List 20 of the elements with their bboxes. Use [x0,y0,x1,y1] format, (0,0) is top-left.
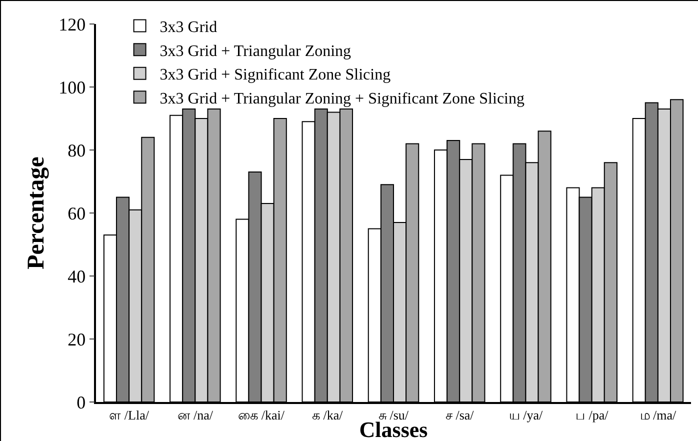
y-tick-label: 60 [68,203,86,224]
x-tick-label: ப /pa/ [575,407,609,422]
y-tick-label: 40 [68,266,86,286]
y-tick-label: 120 [58,14,86,34]
y-tick-label: 20 [68,329,86,350]
legend-label: 3x3 Grid [160,19,218,36]
x-tick-label: ய /ya/ [508,407,543,422]
x-tick-label: ள /Lla/ [109,407,150,422]
x-tick-label: ம /ma/ [640,407,677,422]
y-tick-label: 0 [76,392,86,412]
x-tick-label: ன /na/ [177,407,214,422]
x-tick-label: கை /kai/ [238,407,285,422]
y-tick-label: 80 [68,140,86,160]
y-axis-title: Percentage [23,156,50,270]
y-tick-label: 100 [58,77,86,98]
x-tick-label: ச /sa/ [445,407,474,422]
legend-label: 3x3 Grid + Significant Zone Slicing [160,66,391,84]
legend-label: 3x3 Grid + Triangular Zoning + Significant Zone Slicing [160,90,524,108]
x-tick-label: க /ka/ [312,407,344,422]
legend-label: 3x3 Grid + Triangular Zoning [160,42,352,60]
